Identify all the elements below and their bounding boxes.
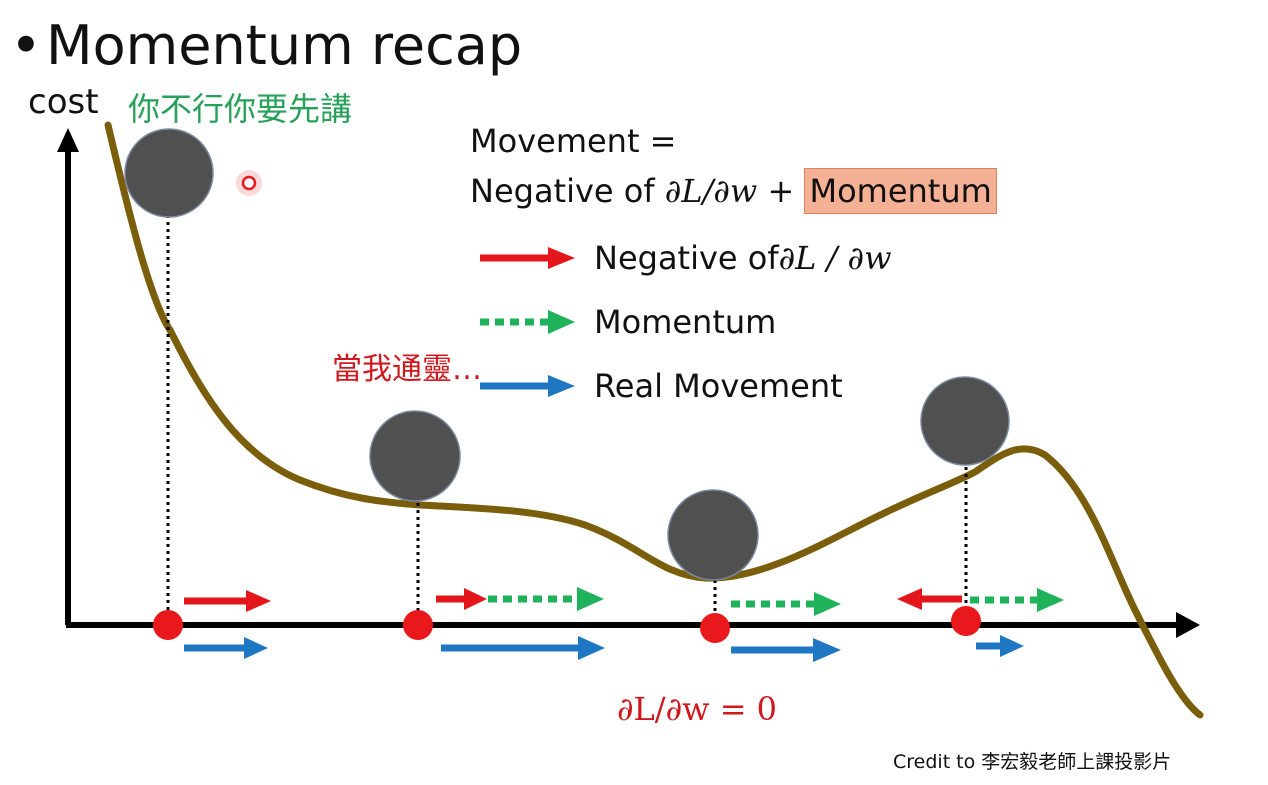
legend-real-movement-arrow-icon <box>480 375 575 397</box>
real-movement-arrow <box>976 635 1024 657</box>
real-movement-arrow <box>731 638 841 662</box>
ball <box>124 128 214 218</box>
formula-gradient: ∂L/∂w <box>664 172 758 210</box>
legend-momentum-arrow-icon <box>480 310 575 334</box>
y-axis-arrowhead <box>57 128 79 152</box>
formula-line-1: Movement = <box>470 122 677 160</box>
ball <box>920 376 1010 466</box>
formula-momentum-highlight: Momentum <box>804 168 997 214</box>
cursor-indicator-icon <box>236 170 262 196</box>
x-point <box>951 606 981 636</box>
gradient-arrow <box>184 590 271 612</box>
legend-gradient-arrow-icon <box>480 247 575 269</box>
x-point <box>403 610 433 640</box>
legend-gradient: Negative of ∂L / ∂w <box>478 236 891 280</box>
formula-prefix: Negative of <box>470 172 665 210</box>
ball <box>369 410 461 502</box>
gradient-arrow <box>897 588 962 610</box>
formula-line-2: Negative of ∂L/∂w + Momentum <box>470 166 997 216</box>
red-annotation: 當我通靈… <box>332 352 482 387</box>
legend-momentum-label: Momentum <box>594 303 777 341</box>
cost-curve <box>104 121 1204 719</box>
legend-real-movement: Real Movement <box>478 364 843 408</box>
zero-gradient-label: ∂L/∂w = 0 <box>617 690 778 728</box>
gradient-arrow <box>436 588 487 610</box>
momentum-arrow <box>488 587 604 611</box>
momentum-arrow <box>731 592 841 616</box>
green-annotation: 你不行你要先講 <box>128 90 353 128</box>
slide-title: •Momentum recap <box>10 14 522 77</box>
momentum-arrow <box>970 588 1064 612</box>
slide-title-text: Momentum recap <box>46 14 523 77</box>
x-point <box>153 610 183 640</box>
y-axis-label: cost <box>28 82 99 122</box>
legend-momentum: Momentum <box>478 300 776 344</box>
legend-gradient-math: ∂L / ∂w <box>778 239 892 277</box>
legend-real-movement-label: Real Movement <box>594 367 843 405</box>
x-axis-arrowhead <box>1176 612 1200 638</box>
real-movement-arrow <box>441 636 605 660</box>
formula-plus: + <box>757 172 805 210</box>
real-movement-arrow <box>184 637 268 659</box>
movement-formula: Movement = Negative of ∂L/∂w + Momentum <box>470 116 997 216</box>
x-point <box>700 613 730 643</box>
credit-text: Credit to 李宏毅老師上課投影片 <box>893 751 1172 773</box>
bullet-icon: • <box>10 14 42 77</box>
legend-gradient-prefix: Negative of <box>594 239 779 277</box>
ball <box>667 489 759 581</box>
